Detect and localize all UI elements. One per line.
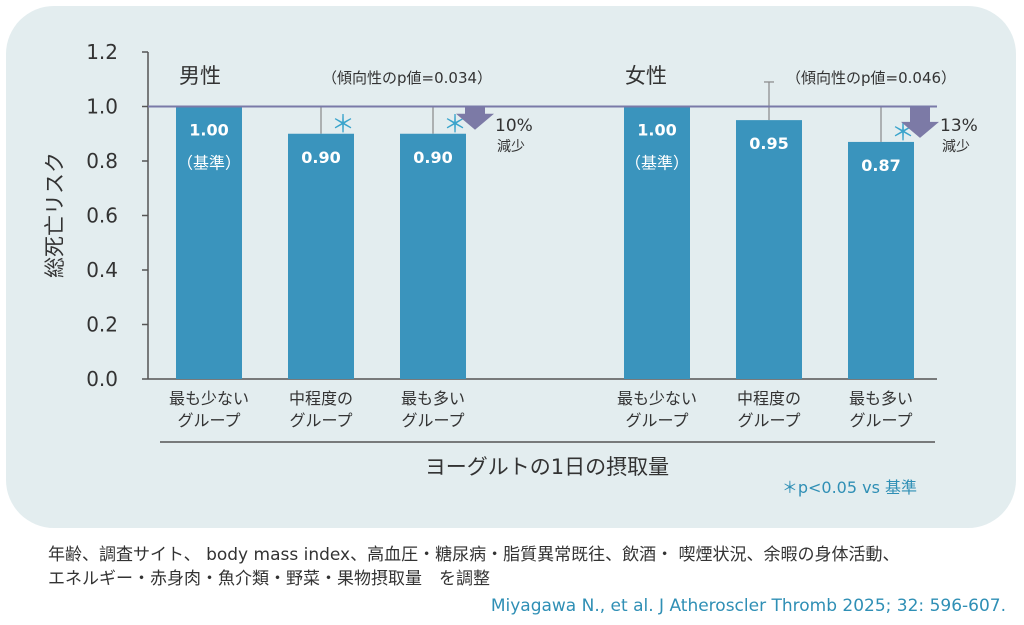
reduction-arrow <box>901 107 939 138</box>
bar-sublabel: （基準） <box>177 154 241 173</box>
x-category-label: グループ <box>401 411 464 430</box>
y-tick-label: 1.0 <box>86 95 118 119</box>
y-tick-label: 0.8 <box>86 149 118 173</box>
bar-value-label: 0.95 <box>749 134 788 153</box>
bar <box>624 106 690 379</box>
x-category-label: 最も多い <box>401 389 465 408</box>
bar <box>400 133 466 379</box>
bar-value-label: 1.00 <box>189 121 228 140</box>
significance-note: ＊p<0.05 vs 基準 <box>782 478 917 497</box>
group-name: 男性 <box>179 64 221 88</box>
y-tick-label: 0.2 <box>86 313 118 337</box>
x-category-label: グループ <box>625 411 688 430</box>
reduction-label: 減少 <box>942 138 970 155</box>
x-category-label: グループ <box>737 411 800 430</box>
bar-value-label: 0.87 <box>861 156 900 175</box>
y-axis-label: 総死亡リスク <box>43 152 67 278</box>
reduction-percent: 13% <box>940 116 978 136</box>
x-category-label: 中程度の <box>737 389 801 408</box>
reduction-percent: 10% <box>495 116 533 136</box>
y-tick-label: 0.4 <box>86 258 118 282</box>
x-category-label: 最も少ない <box>617 389 697 408</box>
y-tick-label: 1.2 <box>86 40 118 64</box>
bar-value-label: 0.90 <box>301 148 340 167</box>
footnote-line-2: エネルギー・赤身肉・魚介類・野菜・果物摂取量 を調整 <box>48 569 490 589</box>
bar-sublabel: （基準） <box>625 154 689 173</box>
x-category-label: 最も多い <box>849 389 913 408</box>
bar <box>288 133 354 379</box>
y-tick-label: 0.6 <box>86 204 118 228</box>
x-category-label: グループ <box>289 411 352 430</box>
x-category-label: グループ <box>177 411 240 430</box>
bar <box>848 141 914 379</box>
bar-value-label: 0.90 <box>413 148 452 167</box>
trend-p-label: （傾向性のp値=0.046） <box>786 69 956 87</box>
bar-value-label: 1.00 <box>637 121 676 140</box>
group-name: 女性 <box>625 64 667 88</box>
x-category-label: グループ <box>849 411 912 430</box>
bar <box>736 120 802 379</box>
reduction-label: 減少 <box>497 138 525 155</box>
x-category-label: 中程度の <box>289 389 353 408</box>
significance-star: ＊ <box>331 110 355 138</box>
chart-panel <box>6 6 1016 528</box>
x-category-label: 最も少ない <box>169 389 249 408</box>
citation: Miyagawa N., et al. J Atheroscler Thromb… <box>490 596 1006 616</box>
y-tick-label: 0.0 <box>86 367 118 391</box>
bar <box>176 106 242 379</box>
footnote-line-1: 年齢、調査サイト、 body mass index、高血圧・糖尿病・脂質異常既往… <box>48 545 900 565</box>
reduction-arrow <box>456 107 494 130</box>
x-axis-label: ヨーグルトの1日の摂取量 <box>425 455 669 479</box>
trend-p-label: （傾向性のp値=0.034） <box>322 69 492 87</box>
